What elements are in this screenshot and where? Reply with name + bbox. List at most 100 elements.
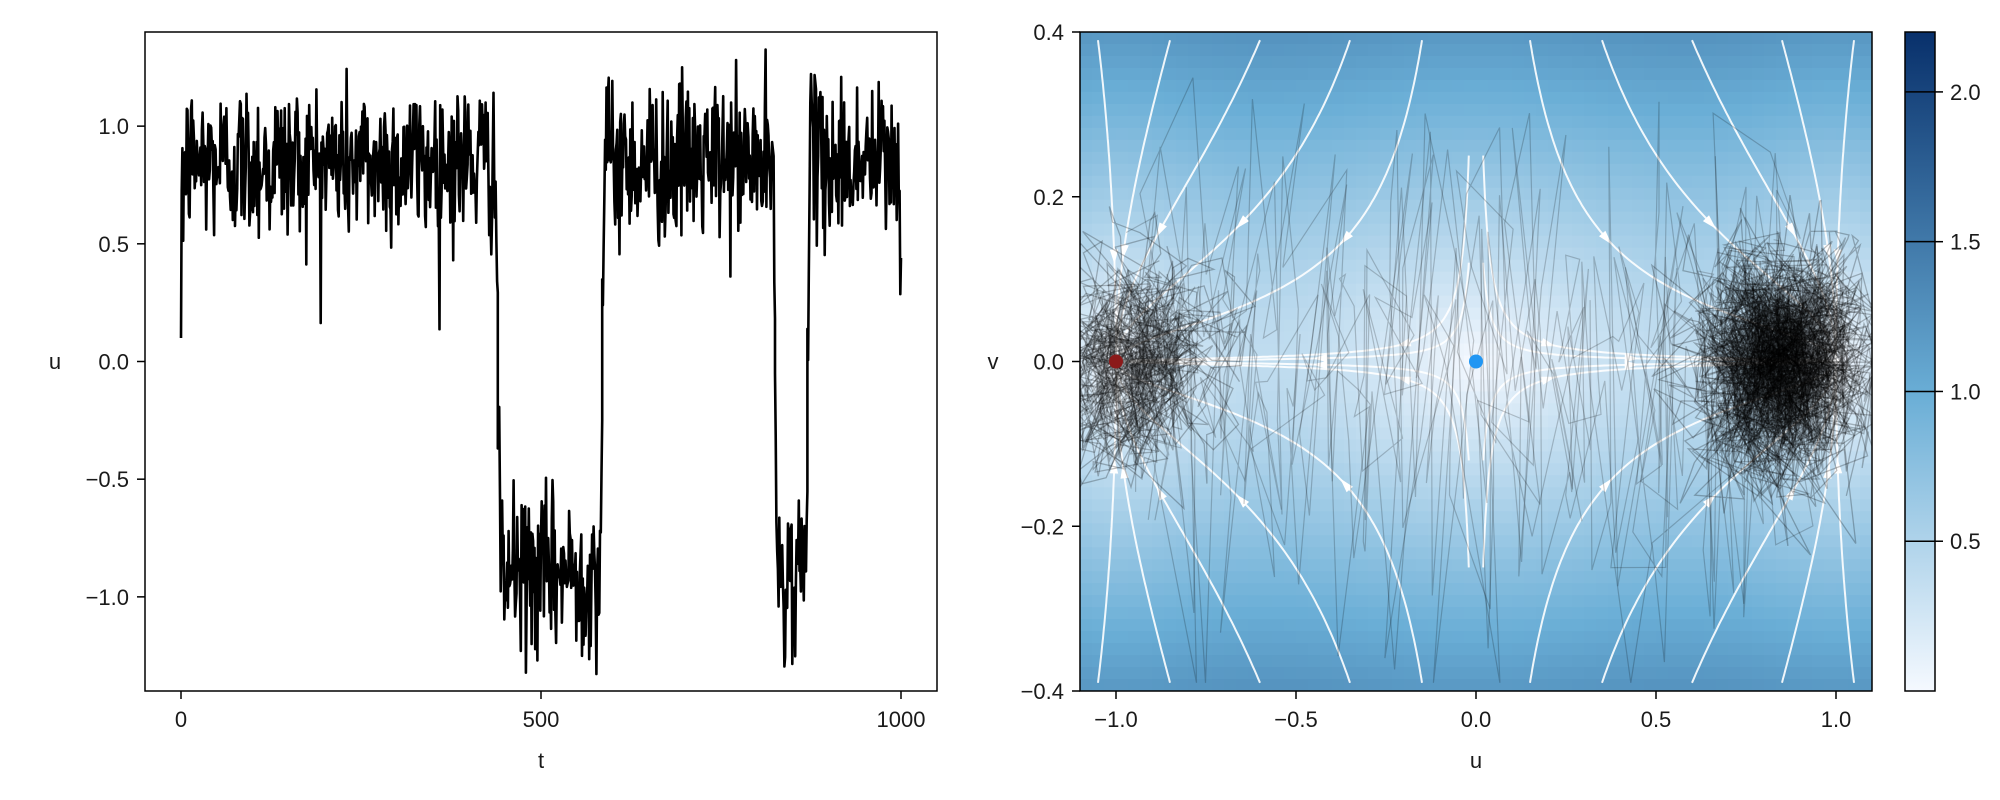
heatmap-cell [1188, 91, 1201, 105]
heatmap-cell [1824, 271, 1837, 285]
heatmap-cell [1260, 151, 1273, 165]
heatmap-cell [1668, 343, 1681, 357]
heatmap-cell [1320, 451, 1333, 464]
heatmap-cell [1632, 32, 1645, 45]
heatmap-cell [1116, 127, 1129, 141]
heatmap-cell [1488, 343, 1501, 357]
heatmap-cell [1344, 631, 1357, 644]
heatmap-cell [1092, 583, 1105, 596]
heatmap-cell [1524, 199, 1537, 213]
heatmap-cell [1608, 151, 1621, 165]
heatmap-cell [1704, 247, 1717, 261]
heatmap-cell [1440, 151, 1453, 165]
heatmap-cell [1620, 499, 1633, 512]
heatmap-cell [1224, 91, 1237, 105]
heatmap-cell [1464, 643, 1477, 656]
heatmap-cell [1560, 235, 1573, 249]
heatmap-cell [1812, 55, 1825, 69]
heatmap-cell [1416, 595, 1429, 608]
heatmap-cell [1512, 427, 1525, 440]
streamline-arrow [1624, 353, 1640, 363]
heatmap-cell [1440, 331, 1453, 345]
heatmap-cell [1656, 223, 1669, 237]
heatmap-cell [1440, 211, 1453, 225]
heatmap-cell [1272, 187, 1285, 201]
heatmap-cell [1632, 187, 1645, 201]
heatmap-cell [1536, 295, 1549, 309]
heatmap-cell [1632, 655, 1645, 668]
heatmap-cell [1620, 295, 1633, 309]
heatmap-cell [1524, 139, 1537, 153]
heatmap-cell [1296, 679, 1309, 691]
heatmap-cell [1224, 259, 1237, 273]
heatmap-cell [1140, 475, 1153, 488]
heatmap-cell [1752, 175, 1765, 189]
heatmap-cell [1164, 187, 1177, 201]
heatmap-cell [1500, 91, 1513, 105]
heatmap-cell [1128, 499, 1141, 512]
heatmap-cell [1500, 631, 1513, 644]
heatmap-cell [1800, 571, 1813, 584]
heatmap-cell [1512, 175, 1525, 189]
heatmap-cell [1428, 487, 1441, 500]
heatmap-cell [1512, 415, 1525, 428]
heatmap-cell [1380, 91, 1393, 105]
heatmap-cell [1572, 79, 1585, 93]
heatmap-cell [1152, 607, 1165, 620]
heatmap-cell [1356, 391, 1369, 405]
heatmap-cell [1092, 535, 1105, 548]
timeseries-y-ticks: −1.0−0.50.00.51.0 [86, 114, 145, 610]
heatmap-cell [1776, 583, 1789, 596]
heatmap-cell [1812, 331, 1825, 345]
heatmap-cell [1632, 235, 1645, 249]
heatmap-cell [1296, 115, 1309, 129]
heatmap-cell [1380, 607, 1393, 620]
heatmap-cell [1188, 379, 1201, 393]
heatmap-cell [1176, 667, 1189, 680]
heatmap-cell [1416, 427, 1429, 440]
heatmap-cell [1668, 307, 1681, 321]
heatmap-cell [1860, 139, 1872, 153]
heatmap-cell [1524, 235, 1537, 249]
heatmap-cell [1836, 571, 1849, 584]
heatmap-cell [1464, 607, 1477, 620]
heatmap-cell [1632, 439, 1645, 452]
heatmap-cell [1080, 487, 1093, 500]
heatmap-cell [1224, 679, 1237, 691]
heatmap-cell [1740, 499, 1753, 512]
heatmap-cell [1860, 667, 1872, 680]
heatmap-cell [1848, 247, 1861, 261]
heatmap-cell [1560, 463, 1573, 476]
heatmap-cell [1548, 535, 1561, 548]
heatmap-cell [1632, 631, 1645, 644]
heatmap-cell [1596, 91, 1609, 105]
heatmap-cell [1272, 475, 1285, 488]
heatmap-cell [1260, 271, 1273, 285]
heatmap-cell [1488, 379, 1501, 393]
heatmap-cell [1224, 115, 1237, 129]
heatmap-cell [1128, 115, 1141, 129]
heatmap-cell [1632, 139, 1645, 153]
heatmap-cell [1560, 32, 1573, 45]
heatmap-cell [1368, 631, 1381, 644]
heatmap-cell [1452, 295, 1465, 309]
heatmap-cell [1740, 379, 1753, 393]
colorbar-tick-label: 1.5 [1950, 230, 1981, 255]
heatmap-cell [1260, 379, 1273, 393]
heatmap-cell [1332, 43, 1345, 57]
trajectory-0 [1693, 247, 1872, 489]
heatmap-cell [1248, 187, 1261, 201]
heatmap-cell [1260, 463, 1273, 476]
heatmap-cell [1308, 32, 1321, 45]
heatmap-cell [1296, 187, 1309, 201]
heatmap-cell [1692, 607, 1705, 620]
heatmap-cell [1212, 223, 1225, 237]
heatmap-cell [1524, 439, 1537, 452]
heatmap-cell [1428, 619, 1441, 632]
heatmap-cell [1416, 559, 1429, 572]
heatmap-cell [1092, 271, 1105, 285]
heatmap-cell [1740, 619, 1753, 632]
heatmap-cell [1284, 331, 1297, 345]
heatmap-cell [1656, 199, 1669, 213]
heatmap-cell [1368, 67, 1381, 81]
